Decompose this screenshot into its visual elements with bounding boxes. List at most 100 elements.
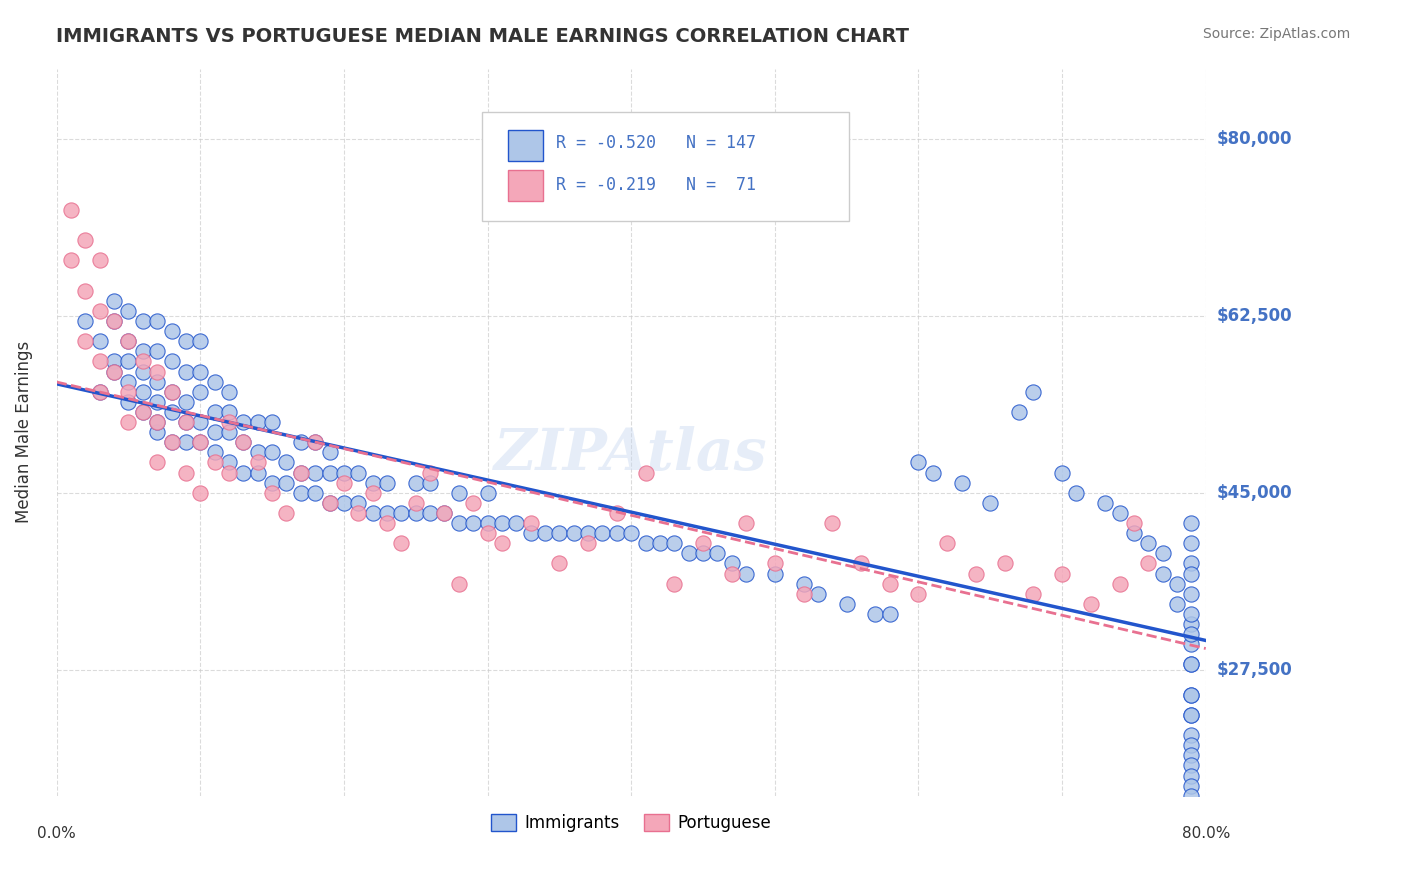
Point bbox=[534, 526, 557, 541]
Point bbox=[548, 557, 571, 571]
FancyBboxPatch shape bbox=[482, 112, 849, 221]
Point bbox=[304, 485, 326, 500]
Point bbox=[117, 394, 139, 409]
Point bbox=[318, 466, 340, 480]
Point bbox=[720, 557, 742, 571]
Point bbox=[1050, 566, 1073, 581]
Point bbox=[865, 607, 887, 621]
Point bbox=[347, 506, 370, 520]
Point bbox=[232, 435, 254, 450]
Point bbox=[146, 394, 169, 409]
Point bbox=[89, 253, 111, 268]
Point bbox=[103, 365, 125, 379]
Point bbox=[290, 435, 312, 450]
Point bbox=[375, 475, 398, 490]
Point bbox=[405, 506, 427, 520]
Text: $62,500: $62,500 bbox=[1216, 307, 1292, 325]
Point bbox=[907, 455, 929, 469]
Point bbox=[132, 344, 155, 359]
Point bbox=[678, 546, 700, 560]
Point bbox=[160, 324, 183, 338]
Point bbox=[318, 496, 340, 510]
Point bbox=[146, 365, 169, 379]
Point bbox=[132, 384, 155, 399]
FancyBboxPatch shape bbox=[508, 170, 543, 201]
Legend: Immigrants, Portuguese: Immigrants, Portuguese bbox=[484, 807, 778, 838]
Point bbox=[1050, 466, 1073, 480]
Point bbox=[89, 384, 111, 399]
Point bbox=[1180, 708, 1202, 723]
Point bbox=[419, 466, 441, 480]
Point bbox=[1180, 516, 1202, 530]
Point bbox=[477, 526, 499, 541]
Point bbox=[160, 354, 183, 368]
Point bbox=[262, 415, 284, 429]
Point bbox=[793, 587, 815, 601]
Point bbox=[117, 334, 139, 349]
Point bbox=[146, 425, 169, 439]
Point bbox=[174, 466, 197, 480]
Point bbox=[491, 536, 513, 550]
FancyBboxPatch shape bbox=[508, 130, 543, 161]
Point bbox=[692, 536, 714, 550]
Point bbox=[333, 475, 356, 490]
Point bbox=[174, 394, 197, 409]
Point bbox=[634, 536, 657, 550]
Text: Source: ZipAtlas.com: Source: ZipAtlas.com bbox=[1202, 27, 1350, 41]
Point bbox=[1066, 485, 1088, 500]
Point bbox=[290, 466, 312, 480]
Point bbox=[606, 506, 628, 520]
Point bbox=[59, 202, 82, 217]
Point bbox=[218, 466, 240, 480]
Point bbox=[232, 415, 254, 429]
Point bbox=[1122, 526, 1144, 541]
Point bbox=[1180, 708, 1202, 723]
Point bbox=[1122, 516, 1144, 530]
Point bbox=[361, 475, 384, 490]
Point bbox=[389, 536, 412, 550]
Text: R = -0.520   N = 147: R = -0.520 N = 147 bbox=[557, 135, 756, 153]
Text: 0.0%: 0.0% bbox=[37, 826, 76, 841]
Point bbox=[664, 576, 686, 591]
Point bbox=[89, 354, 111, 368]
Point bbox=[994, 557, 1017, 571]
Point bbox=[304, 435, 326, 450]
Point bbox=[160, 384, 183, 399]
Point bbox=[620, 526, 643, 541]
Point bbox=[132, 314, 155, 328]
Point bbox=[720, 566, 742, 581]
Point bbox=[246, 445, 269, 459]
Point bbox=[1180, 789, 1202, 803]
Point bbox=[89, 304, 111, 318]
Point bbox=[505, 516, 527, 530]
Point bbox=[117, 304, 139, 318]
Point bbox=[188, 435, 211, 450]
Text: $45,000: $45,000 bbox=[1216, 483, 1292, 501]
Point bbox=[146, 455, 169, 469]
Point bbox=[433, 506, 456, 520]
Point bbox=[146, 314, 169, 328]
Point bbox=[463, 496, 485, 510]
Point bbox=[347, 496, 370, 510]
Point bbox=[361, 506, 384, 520]
Point bbox=[491, 516, 513, 530]
Point bbox=[160, 405, 183, 419]
Point bbox=[1180, 688, 1202, 702]
Text: R = -0.219   N =  71: R = -0.219 N = 71 bbox=[557, 176, 756, 194]
Point bbox=[1180, 536, 1202, 550]
Point bbox=[1137, 536, 1160, 550]
Text: ZIPAtlas: ZIPAtlas bbox=[495, 425, 768, 483]
Point bbox=[664, 536, 686, 550]
Point bbox=[735, 566, 758, 581]
Point bbox=[763, 557, 786, 571]
Point bbox=[519, 526, 541, 541]
Point bbox=[103, 293, 125, 308]
Point bbox=[232, 466, 254, 480]
Point bbox=[75, 233, 97, 247]
Point bbox=[463, 516, 485, 530]
Point bbox=[276, 455, 298, 469]
Point bbox=[879, 576, 901, 591]
Point bbox=[89, 384, 111, 399]
Point bbox=[174, 435, 197, 450]
Point bbox=[146, 415, 169, 429]
